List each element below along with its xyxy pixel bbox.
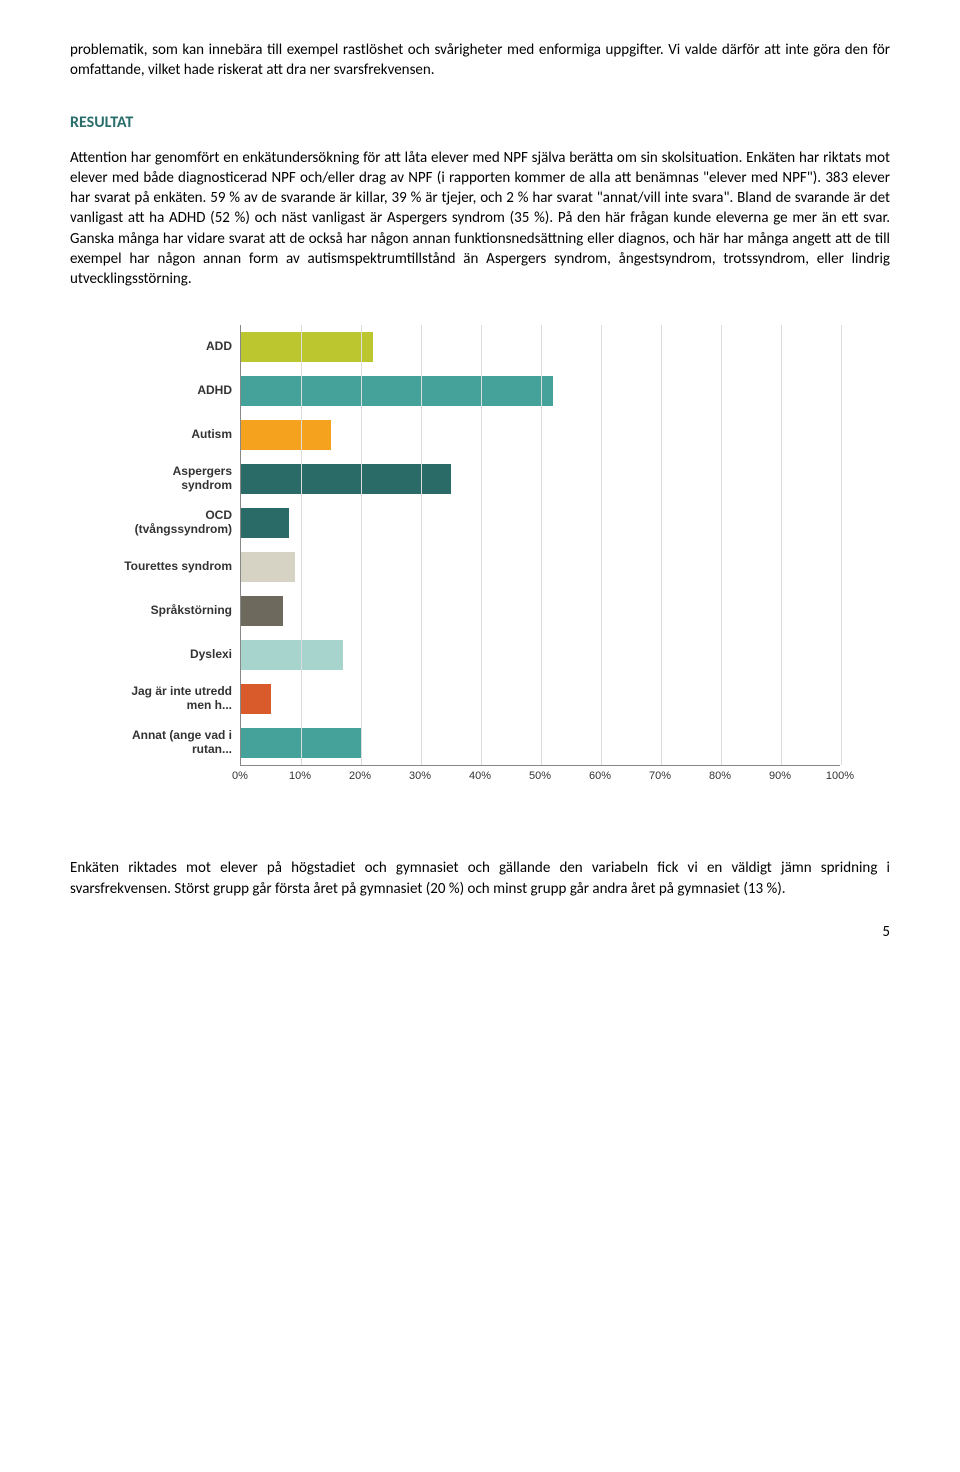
resultat-heading: RESULTAT (70, 113, 890, 132)
chart-bar (241, 332, 373, 362)
chart-x-tick: 80% (709, 770, 731, 782)
chart-gridline (721, 325, 722, 765)
chart-gridline (301, 325, 302, 765)
chart-category-label: Jag är inte utredd men h... (120, 677, 240, 721)
chart-category-label: Autism (120, 413, 240, 457)
chart-bar (241, 596, 283, 626)
chart-category-label: Aspergers syndrom (120, 457, 240, 501)
chart-bar (241, 508, 289, 538)
chart-gridline (661, 325, 662, 765)
chart-bar (241, 464, 451, 494)
page-number: 5 (70, 923, 890, 941)
chart-x-tick: 60% (589, 770, 611, 782)
chart-category-label: Dyslexi (120, 633, 240, 677)
chart-x-tick: 90% (769, 770, 791, 782)
chart-bar (241, 552, 295, 582)
diagnosis-bar-chart: ADDADHDAutismAspergers syndromOCD (tvång… (120, 325, 840, 788)
body-paragraph: Attention har genomfört en enkätundersök… (70, 148, 890, 290)
chart-category-label: Annat (ange vad i rutan... (120, 721, 240, 765)
chart-x-tick: 100% (826, 770, 854, 782)
chart-bar (241, 684, 271, 714)
intro-paragraph: problematik, som kan innebära till exemp… (70, 40, 890, 81)
chart-x-tick: 50% (529, 770, 551, 782)
chart-x-tick: 0% (232, 770, 248, 782)
chart-x-tick: 10% (289, 770, 311, 782)
chart-x-tick: 30% (409, 770, 431, 782)
chart-bar (241, 640, 343, 670)
chart-gridline (481, 325, 482, 765)
chart-category-label: ADD (120, 325, 240, 369)
chart-category-label: OCD (tvångssyndrom) (120, 501, 240, 545)
chart-x-tick: 20% (349, 770, 371, 782)
chart-bar (241, 420, 331, 450)
chart-gridline (781, 325, 782, 765)
closing-paragraph: Enkäten riktades mot elever på högstadie… (70, 858, 890, 899)
chart-category-label: Språkstörning (120, 589, 240, 633)
chart-gridline (841, 325, 842, 765)
chart-category-label: ADHD (120, 369, 240, 413)
chart-category-label: Tourettes syndrom (120, 545, 240, 589)
chart-gridline (361, 325, 362, 765)
chart-gridline (421, 325, 422, 765)
chart-gridline (541, 325, 542, 765)
chart-x-tick: 70% (649, 770, 671, 782)
chart-gridline (601, 325, 602, 765)
chart-bar (241, 376, 553, 406)
chart-x-tick: 40% (469, 770, 491, 782)
